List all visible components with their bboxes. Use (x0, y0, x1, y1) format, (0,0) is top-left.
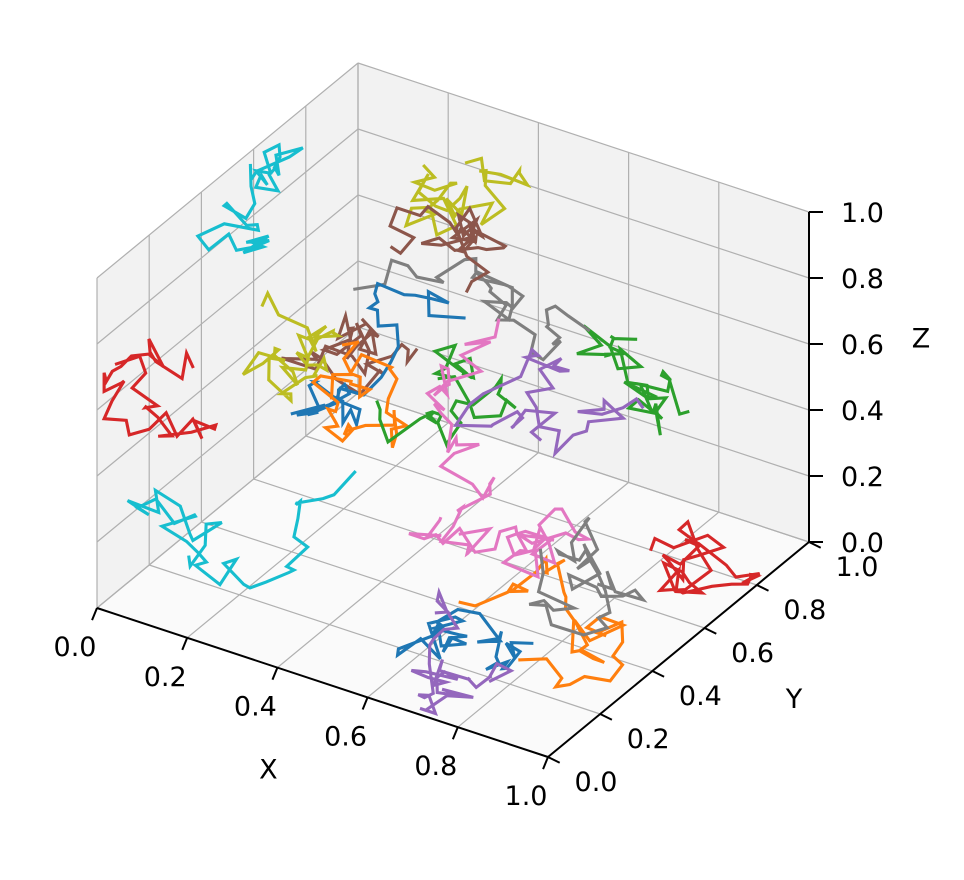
y-ticklabel-0: 0.0 (575, 767, 618, 798)
walk-line-7 (408, 507, 594, 580)
gridline-backwall-z (357, 326, 810, 477)
y-axis-spine (547, 541, 810, 758)
walk-line-20 (126, 470, 357, 590)
walk-line-10 (195, 142, 304, 255)
gridline-floor-y (149, 564, 601, 715)
y-tick-2 (651, 670, 665, 678)
walk-line-16 (388, 204, 508, 294)
x-ticklabel-0: 0.0 (54, 632, 97, 663)
x-tick-2 (271, 667, 279, 681)
y-tick-3 (704, 627, 717, 635)
z-ticklabel-4: 0.8 (841, 264, 884, 295)
y-tick-1 (599, 713, 613, 721)
x-ticklabel-2: 0.4 (234, 692, 277, 723)
gridline-leftwall-z (96, 260, 359, 477)
walk-line-1 (395, 607, 534, 671)
walk-line-11 (290, 281, 466, 430)
x-tick-0 (91, 607, 98, 621)
y-ticklabel-1: 0.2 (627, 724, 670, 755)
gridline-leftwall-z (96, 62, 359, 279)
gridline-leftwall-z (96, 194, 359, 411)
gridline-floor-x (96, 392, 359, 609)
pane-left-wall (97, 63, 358, 608)
y-tick-4 (756, 584, 769, 592)
axis-labels: X Y Z (259, 323, 930, 785)
x-tick-5 (542, 756, 549, 770)
x-tick-4 (451, 726, 459, 740)
gridline-floor-x (277, 452, 539, 669)
walk-line-13 (375, 342, 517, 449)
walk-line-17 (424, 318, 501, 558)
y-ticklabel-5: 1.0 (836, 552, 879, 583)
gridline-floor-x (186, 422, 449, 639)
x-ticklabel-5: 1.0 (505, 781, 548, 812)
z-ticklabel-0: 0.0 (841, 528, 884, 559)
z-ticklabel-1: 0.2 (841, 462, 884, 493)
z-ticklabel-2: 0.4 (841, 396, 884, 427)
x-tick-3 (361, 697, 369, 710)
walk-line-14 (649, 519, 763, 595)
y-ticklabel-2: 0.4 (679, 681, 722, 712)
z-axis-label: Z (912, 323, 931, 354)
gridline-backwall-z (357, 62, 810, 213)
x-ticklabel-1: 0.2 (144, 662, 187, 693)
walk-lines (101, 142, 763, 716)
walk-line-3 (576, 324, 690, 436)
gridline-floor-y (201, 521, 653, 672)
walk-line-15 (452, 347, 645, 459)
x-axis-label: X (259, 755, 278, 786)
pane-back-wall (358, 63, 809, 542)
y-ticklabel-3: 0.6 (731, 638, 774, 669)
walk-line-9 (403, 156, 532, 238)
gridline-floor-x (367, 481, 629, 698)
walk-line-8 (353, 256, 591, 362)
walk-line-5 (410, 587, 515, 716)
x-ticklabel-4: 0.8 (414, 751, 457, 782)
gridline-backwall-z (357, 128, 810, 279)
gridline-floor-y (253, 478, 705, 629)
walk-line-12 (310, 340, 411, 449)
walk-line-18 (528, 516, 648, 637)
y-tick-0 (547, 756, 561, 764)
y-axis-label: Y (785, 684, 803, 715)
z-ticklabel-3: 0.6 (841, 330, 884, 361)
gridline-floor-y (305, 435, 757, 586)
walk-line-19 (241, 289, 344, 405)
tick-labels: 0.00.20.40.60.81.0 0.00.20.40.60.81.00.00… (54, 198, 884, 812)
x-ticklabel-3: 0.6 (324, 721, 367, 752)
z-ticklabel-5: 1.0 (841, 198, 884, 229)
x-axis-spine (96, 607, 549, 758)
walk-line-4 (101, 338, 219, 440)
axis-spines (96, 212, 810, 758)
walk-line-6 (280, 309, 419, 397)
y-ticklabel-4: 0.8 (783, 595, 826, 626)
tick-marks (91, 211, 823, 770)
gridline-backwall-z (357, 260, 810, 411)
x-tick-1 (181, 637, 189, 651)
